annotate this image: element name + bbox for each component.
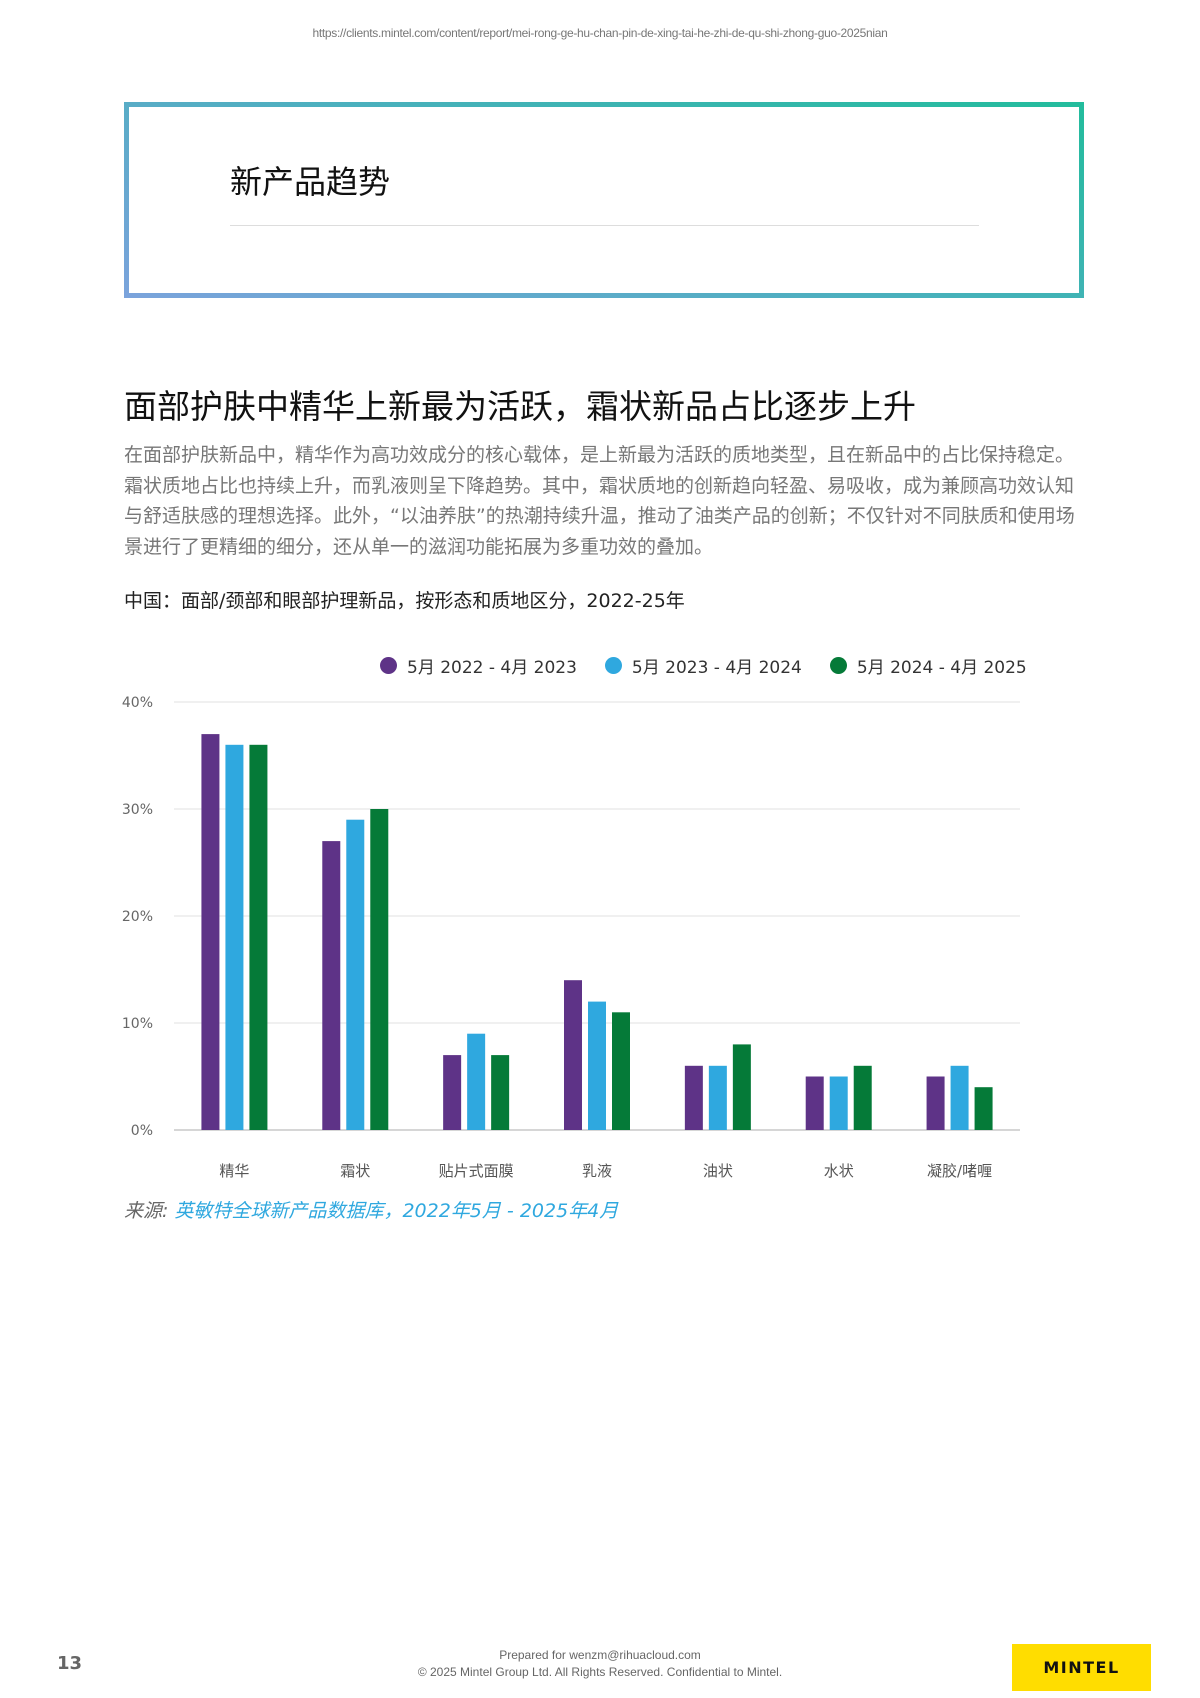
legend-item: 5月 2023 - 4月 2024 [604, 653, 802, 678]
source-label: 来源: [124, 1200, 169, 1222]
bar-1 [684, 1065, 703, 1130]
legend-item: 5月 2024 - 4月 2025 [829, 653, 1027, 678]
source-url: https://clients.mintel.com/content/repor… [312, 26, 888, 40]
y-tick-label: 40% [122, 695, 153, 711]
bar-2 [829, 1076, 848, 1130]
bar-1 [322, 841, 341, 1130]
bar-2 [588, 1001, 606, 1130]
section-title-box: 新产品趋势 [124, 102, 1084, 298]
page-heading: 面部护肤中精华上新最为活跃，霜状新品占比逐步上升 [124, 387, 916, 426]
legend-label: 5月 2022 - 4月 2023 [407, 658, 577, 678]
divider [230, 225, 979, 226]
bar-3 [491, 1055, 510, 1130]
source-link[interactable]: 英敏特全球新产品数据库，2022年5月 - 2025年4月 [174, 1200, 619, 1222]
mintel-logo: MINTEL [1012, 1644, 1151, 1691]
bar-2 [467, 1033, 486, 1130]
bar-1 [201, 734, 220, 1130]
bar-3 [370, 809, 389, 1130]
section-title: 新产品趋势 [230, 163, 391, 201]
chart-legend: 5月 2022 - 4月 2023 5月 2023 - 4月 2024 5月 2… [380, 653, 1027, 678]
y-tick-label: 20% [122, 909, 153, 925]
x-tick-label: 霜状 [340, 1162, 370, 1180]
bar-3 [974, 1087, 993, 1130]
bar-2 [950, 1065, 969, 1130]
y-tick-label: 30% [122, 802, 153, 818]
y-tick-label: 10% [122, 1016, 153, 1032]
y-tick-label: 0% [131, 1123, 153, 1139]
bar-2 [225, 744, 244, 1130]
x-tick-label: 精华 [219, 1162, 249, 1180]
bar-3 [853, 1065, 872, 1130]
bar-2 [708, 1065, 727, 1130]
legend-label: 5月 2024 - 4月 2025 [856, 658, 1027, 678]
bar-3 [732, 1044, 751, 1130]
bar-3 [612, 1012, 630, 1130]
source-note: 来源: 英敏特全球新产品数据库，2022年5月 - 2025年4月 [124, 1196, 618, 1223]
chart-title: 中国：面部/颈部和眼部护理新品，按形态和质地区分，2022-25年 [124, 590, 685, 612]
footer-text: Prepared for wenzm@rihuacloud.com © 2025… [0, 1647, 1200, 1681]
legend-dot-icon [380, 657, 397, 674]
bar-chart: 0% 10% 20% 30% 40% 精华 霜状 贴片式面膜 乳液 油状 水状 凝胶/啫喱 [122, 695, 1020, 1180]
x-tick-label: 贴片式面膜 [439, 1162, 514, 1180]
page-number: 13 [57, 1653, 83, 1674]
bar-3 [249, 744, 268, 1130]
x-tick-label: 凝胶/啫喱 [927, 1162, 992, 1180]
bar-1 [443, 1055, 462, 1130]
legend-item: 5月 2022 - 4月 2023 [380, 653, 577, 678]
bar-1 [926, 1076, 945, 1130]
legend-label: 5月 2023 - 4月 2024 [631, 658, 802, 678]
bar-1 [805, 1076, 824, 1130]
x-tick-label: 水状 [824, 1162, 854, 1180]
legend-dot-icon [604, 657, 622, 674]
legend-dot-icon [829, 657, 847, 674]
x-tick-label: 乳液 [582, 1162, 612, 1180]
body-paragraph: 在面部护肤新品中，精华作为高功效成分的核心载体，是上新最为活跃的质地类型，且在新… [124, 444, 1075, 558]
copyright: © 2025 Mintel Group Ltd. All Rights Rese… [417, 1665, 783, 1679]
prepared-for: Prepared for wenzm@rihuacloud.com [499, 1648, 701, 1662]
bar-2 [346, 819, 365, 1130]
bar-1 [564, 980, 582, 1130]
x-tick-label: 油状 [703, 1162, 733, 1180]
